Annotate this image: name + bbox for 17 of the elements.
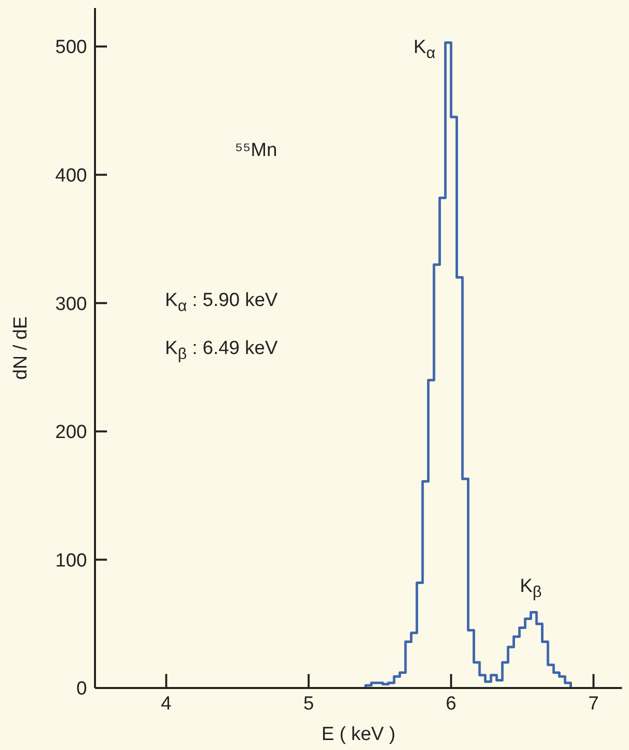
annotation: ⁵⁵Mn [235,140,278,162]
annotation: K$_{α}$ : 5.90 keV [165,290,278,316]
y-axis-title: dN / dE [10,316,32,380]
y-tick-label: 0 [76,678,87,700]
x-tick-label: 7 [588,693,599,714]
annotation: K$_{β}$ [518,576,543,602]
y-tick-label: 500 [55,37,87,58]
annotation: K$_{α}$ [412,36,436,62]
y-tick-label: 200 [55,422,87,444]
x-tick-label: 5 [303,693,314,714]
x-axis-title: E ( keV ) [322,724,396,745]
y-tick-label: 100 [55,550,87,572]
x-tick-label: 6 [446,693,456,714]
annotation: K$_{β}$ : 6.49 keV [165,338,278,364]
y-tick-label: 400 [55,166,87,187]
x-tick-label: 4 [160,693,172,714]
y-tick-label: 300 [55,294,87,315]
